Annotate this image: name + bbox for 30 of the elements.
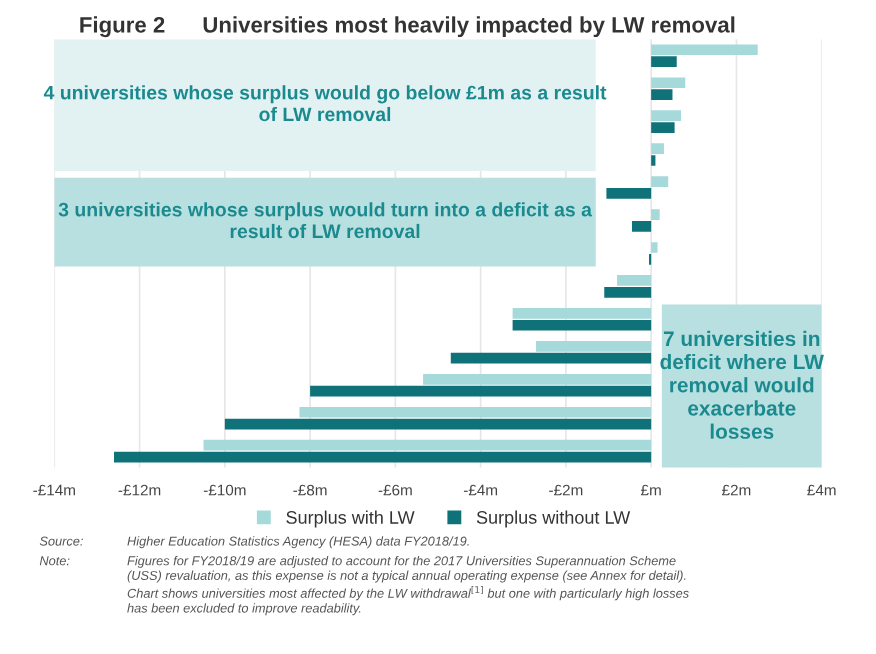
bar bbox=[651, 44, 758, 56]
bar bbox=[299, 406, 652, 418]
bar bbox=[631, 221, 652, 232]
bar bbox=[512, 319, 652, 331]
bar bbox=[512, 308, 652, 319]
bar bbox=[651, 77, 686, 89]
bar bbox=[617, 275, 652, 286]
bar bbox=[651, 209, 660, 220]
bar bbox=[606, 188, 652, 199]
bar bbox=[114, 451, 652, 463]
bar bbox=[651, 242, 658, 253]
bar bbox=[423, 373, 652, 385]
bar bbox=[651, 110, 681, 122]
annotation: 4 universities whose surplus would go below £1m as a result of LW removal bbox=[43, 85, 607, 122]
bar bbox=[651, 89, 673, 100]
bar bbox=[651, 143, 664, 154]
bar bbox=[651, 56, 677, 67]
legend-label: Surplus without LW bbox=[476, 510, 631, 528]
bar bbox=[450, 352, 652, 364]
bar bbox=[224, 418, 652, 430]
bar bbox=[536, 341, 652, 352]
bar bbox=[310, 385, 652, 397]
bar bbox=[604, 286, 652, 298]
bar bbox=[651, 122, 675, 133]
annotation: 3 universities whose surplus would turn into a deficit as a result of LW removal bbox=[58, 202, 593, 239]
annotation: 7 universities in deficit where LW removal would exacerbate losses bbox=[660, 330, 824, 439]
bar bbox=[651, 176, 669, 187]
legend-label: Surplus with LW bbox=[286, 510, 415, 528]
bar bbox=[203, 439, 652, 451]
chart-title: Figure 2 Universities most heavily impacted by LW removal bbox=[80, 16, 735, 38]
